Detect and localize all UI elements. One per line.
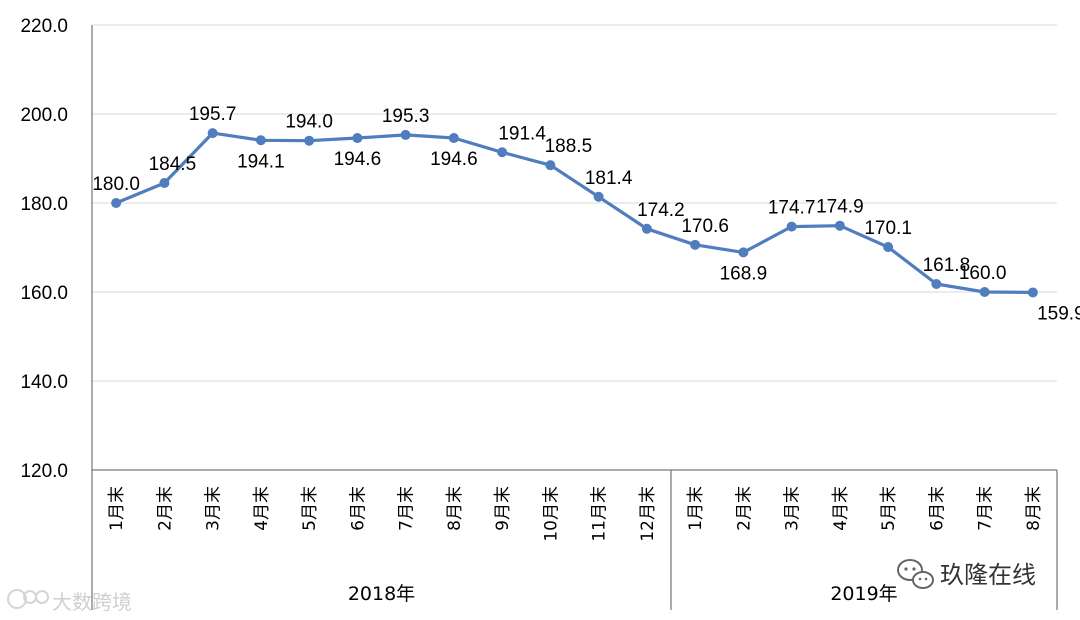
x-category-label: 7月末 bbox=[976, 486, 996, 531]
data-label: 161.8 bbox=[923, 255, 971, 276]
wechat-logo-icon bbox=[897, 559, 934, 589]
data-labels: 180.0184.5195.7194.1194.0194.6195.3194.6… bbox=[92, 104, 1080, 324]
x-category-label: 4月末 bbox=[252, 486, 272, 531]
x-category-label: 8月末 bbox=[1024, 486, 1044, 531]
data-label: 195.3 bbox=[382, 106, 430, 127]
data-point bbox=[352, 133, 363, 144]
y-tick-label: 160.0 bbox=[20, 283, 68, 304]
x-category-label: 9月末 bbox=[493, 486, 513, 531]
data-point bbox=[738, 247, 749, 258]
x-category-label: 3月末 bbox=[204, 486, 224, 531]
year-group-label: 2018年 bbox=[348, 583, 415, 605]
data-point bbox=[255, 135, 266, 146]
data-label: 170.1 bbox=[864, 218, 912, 239]
x-category-label: 8月末 bbox=[445, 486, 465, 531]
x-category-label: 6月末 bbox=[927, 486, 947, 531]
data-point bbox=[448, 133, 459, 144]
data-label: 188.5 bbox=[545, 136, 593, 157]
data-point bbox=[207, 128, 218, 139]
data-point bbox=[979, 287, 990, 297]
data-point bbox=[593, 191, 604, 202]
y-tick-label: 140.0 bbox=[20, 372, 68, 393]
series-line bbox=[115, 131, 1033, 294]
data-label: 170.6 bbox=[681, 216, 729, 237]
x-category-label: 2月末 bbox=[155, 486, 175, 531]
x-category-label: 5月末 bbox=[300, 486, 320, 531]
data-point bbox=[400, 129, 411, 140]
x-category-labels: 1月末 2月末 3月末 4月末 5月末 6月末 7月末 8月末 9月末 10月末 11月末 12月末 1… bbox=[107, 486, 1044, 542]
data-label: 194.1 bbox=[237, 151, 285, 172]
data-label: 159.9 bbox=[1037, 303, 1080, 324]
data-label: 181.4 bbox=[585, 168, 633, 189]
data-point bbox=[304, 135, 315, 146]
data-label: 194.0 bbox=[285, 112, 333, 133]
data-label: 180.0 bbox=[92, 174, 140, 195]
x-category-label: 5月末 bbox=[879, 486, 899, 531]
data-label: 174.7 bbox=[768, 198, 816, 219]
data-point bbox=[497, 147, 508, 158]
y-tick-labels: 120.0 140.0 160.0 180.0 200.0 220.0 bbox=[20, 16, 68, 482]
data-point bbox=[1027, 287, 1038, 298]
x-category-label: 1月末 bbox=[107, 486, 127, 531]
data-point bbox=[786, 221, 797, 232]
watermark-right: 玖隆在线 bbox=[897, 559, 1036, 589]
x-category-label: 1月末 bbox=[686, 486, 706, 531]
data-label: 195.7 bbox=[189, 104, 237, 125]
year-group-labels: 2018年 2019年 bbox=[348, 583, 898, 605]
y-tick-label: 220.0 bbox=[20, 16, 68, 37]
data-point bbox=[690, 239, 701, 250]
data-label: 160.0 bbox=[959, 263, 1007, 284]
data-point bbox=[111, 198, 122, 208]
data-label: 174.9 bbox=[816, 197, 864, 218]
data-label: 168.9 bbox=[720, 263, 768, 284]
y-tick-label: 120.0 bbox=[20, 461, 68, 482]
axes bbox=[91, 25, 1058, 610]
wechat-logo-icon bbox=[7, 589, 49, 609]
data-point bbox=[883, 242, 894, 253]
data-label: 184.5 bbox=[149, 154, 197, 175]
x-category-label: 3月末 bbox=[783, 486, 803, 531]
x-category-label: 7月末 bbox=[397, 486, 417, 531]
watermark-left: 大数跨境 bbox=[7, 589, 132, 614]
year-group-label: 2019年 bbox=[830, 583, 897, 605]
data-point bbox=[545, 160, 556, 171]
series-line-layer bbox=[111, 128, 1038, 298]
y-tick-label: 180.0 bbox=[20, 194, 68, 215]
x-category-label: 10月末 bbox=[541, 486, 561, 542]
data-label: 174.2 bbox=[637, 200, 685, 221]
watermark-left-text: 大数跨境 bbox=[52, 590, 132, 614]
x-category-label: 12月末 bbox=[638, 486, 658, 542]
watermark-right-text: 玖隆在线 bbox=[940, 561, 1036, 589]
gridlines bbox=[92, 24, 1057, 382]
x-category-label: 4月末 bbox=[831, 486, 851, 531]
data-label: 194.6 bbox=[334, 149, 382, 170]
x-category-label: 2月末 bbox=[734, 486, 754, 531]
data-point bbox=[931, 278, 942, 289]
data-label: 191.4 bbox=[498, 123, 546, 144]
data-point bbox=[159, 177, 170, 188]
data-label: 194.6 bbox=[430, 149, 478, 170]
data-point bbox=[641, 223, 652, 234]
data-point bbox=[834, 220, 845, 231]
y-tick-label: 200.0 bbox=[20, 105, 68, 126]
x-category-label: 11月末 bbox=[590, 486, 610, 542]
x-category-label: 6月末 bbox=[348, 486, 368, 531]
